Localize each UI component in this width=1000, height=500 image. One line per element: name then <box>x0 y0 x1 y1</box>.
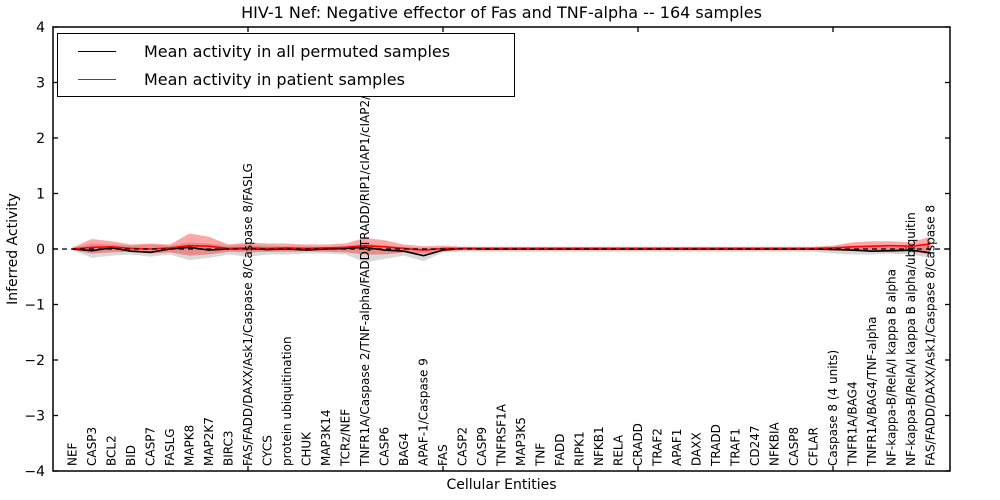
legend-label-patient: Mean activity in patient samples <box>144 69 405 89</box>
x-tick-label: CRADD <box>631 423 645 466</box>
x-tick-label: NEF <box>66 442 80 466</box>
x-tick-label: CHUK <box>300 431 314 466</box>
x-tick-label: RELA <box>612 434 626 466</box>
y-tick-label: −3 <box>24 409 45 425</box>
x-tick-label: MAP2K7 <box>202 417 216 466</box>
x-tick-label: protein ubiquitination <box>280 336 294 466</box>
legend-label-permuted: Mean activity in all permuted samples <box>144 41 451 61</box>
x-tick-label: MAP3K14 <box>319 409 333 466</box>
x-tick-label: BCL2 <box>105 435 119 466</box>
x-tick-label: MAPK8 <box>183 425 197 466</box>
y-tick-label: −2 <box>24 353 45 369</box>
x-tick-label: TRADD <box>709 424 723 467</box>
x-tick-label: CD247 <box>748 425 762 466</box>
y-tick-label: 2 <box>36 131 45 147</box>
y-axis-label: Inferred Activity <box>5 193 21 305</box>
x-tick-label: CYCS <box>261 435 275 466</box>
x-tick-label: TNFR1A/BAG4 <box>846 381 860 467</box>
y-tick-label: −4 <box>24 464 45 480</box>
x-tick-label: CASP6 <box>378 427 392 466</box>
x-tick-label: APAF1 <box>670 429 684 466</box>
y-tick-label: 0 <box>36 242 45 258</box>
x-tick-label: FAS <box>436 444 450 466</box>
x-tick-label: CASP7 <box>144 427 158 466</box>
chart-title: HIV-1 Nef: Negative effector of Fas and … <box>241 3 762 22</box>
y-tick-label: 1 <box>36 187 45 203</box>
x-tick-label: TNFR1A/BAG4/TNF-alpha <box>865 317 879 467</box>
x-tick-label: NFKBIA <box>768 421 782 466</box>
x-tick-label: BAG4 <box>397 433 411 466</box>
permuted-line-swatch <box>78 50 116 52</box>
x-tick-label: FAS/FADD/DAXX/Ask1/Caspase 8/Caspase 8/F… <box>241 163 255 466</box>
x-tick-label: NF-kappa-B/RelA/I kappa B alpha/ubiquiti… <box>904 212 918 466</box>
legend-entry-permuted: Mean activity in all permuted samples <box>68 42 504 61</box>
x-tick-label: FADD <box>553 434 567 467</box>
y-tick-label: −1 <box>24 298 45 314</box>
x-tick-label: BIRC3 <box>222 430 236 466</box>
x-tick-label: BID <box>124 445 138 466</box>
x-tick-label: NF-kappa-B/RelA/I kappa B alpha <box>885 269 899 466</box>
x-tick-label: FASLG <box>163 428 177 466</box>
x-tick-label: TCRz/NEF <box>339 409 353 467</box>
patient-mean-line <box>72 243 931 251</box>
x-tick-label: CASP2 <box>456 427 470 466</box>
x-tick-label: TNFRSF1A <box>495 403 509 467</box>
patient-band <box>72 233 931 256</box>
x-tick-label: FAS/FADD/DAXX/Ask1/Caspase 8/Caspase 8 <box>924 205 938 466</box>
x-tick-label: TNFR1A/Caspase 2/TNF-alpha/FADD/TRADD/RI… <box>358 58 372 467</box>
x-tick-label: CASP8 <box>787 427 801 466</box>
y-tick-label: 4 <box>36 20 45 36</box>
legend: Mean activity in all permuted samples Me… <box>57 33 515 97</box>
x-tick-label: CASP3 <box>85 427 99 466</box>
x-tick-label: Caspase 8 (4 units) <box>826 350 840 466</box>
x-tick-label: TNF <box>534 443 548 467</box>
x-tick-label: MAP3K5 <box>514 417 528 466</box>
x-axis-label: Cellular Entities <box>446 477 557 493</box>
x-tick-label: APAF-1/Caspase 9 <box>417 358 431 466</box>
y-tick-label: 3 <box>36 76 45 92</box>
legend-entry-patient: Mean activity in patient samples <box>68 70 504 89</box>
x-tick-label: TRAF2 <box>651 428 665 467</box>
x-tick-label: NFKB1 <box>592 426 606 466</box>
x-tick-label: TRAF1 <box>729 428 743 467</box>
x-tick-label: DAXX <box>690 432 704 466</box>
patient-line-swatch <box>78 78 116 80</box>
x-tick-label: CASP9 <box>475 427 489 466</box>
x-tick-label: CFLAR <box>807 427 821 466</box>
x-tick-label: RIPK1 <box>573 431 587 466</box>
